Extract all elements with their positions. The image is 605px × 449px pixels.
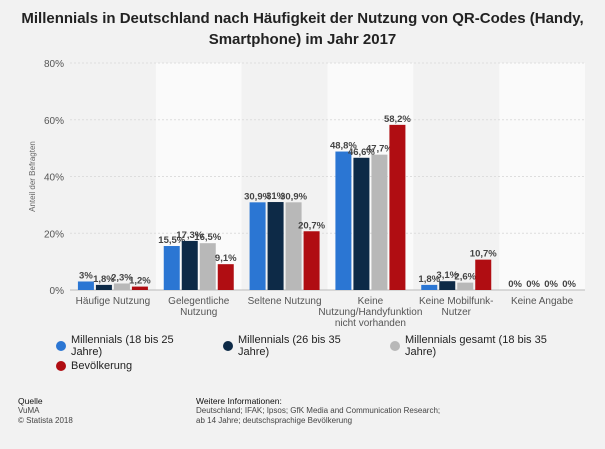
data-label-2-series-4: 9,1% [215, 253, 237, 264]
x-tick-label-6-line-1: Keine Angabe [511, 296, 574, 307]
bar-4-series-2 [353, 157, 370, 290]
x-tick-label-3-line-1: Seltene Nutzung [248, 296, 322, 307]
legend-swatch-series-2 [223, 341, 233, 351]
legend-row-1: Millennials (18 bis 25 Jahre) Millennial… [56, 334, 596, 358]
source-block: Quelle VuMA © Statista 2018 [18, 396, 178, 426]
legend-swatch-series-4 [56, 361, 66, 371]
data-label-2-series-2: 17,3% [176, 230, 203, 241]
data-label-1-series-4: 1,2% [129, 276, 151, 287]
info-line-1: Deutschland; IFAK; Ipsos; GfK Media and … [196, 406, 441, 415]
data-label-3-series-2: 31% [266, 191, 286, 202]
data-label-6-series-4: 0% [562, 279, 576, 290]
data-label-6-series-3: 0% [544, 279, 558, 290]
legend-item-series-3[interactable]: Millennials gesamt (18 bis 35 Jahre) [390, 334, 580, 358]
x-tick-label-5-line-2: Nutzer [442, 307, 472, 318]
bar-1-series-3 [113, 283, 130, 290]
bar-1-series-2 [95, 284, 112, 290]
source-line-2: © Statista 2018 [18, 416, 73, 425]
y-tick-label-4: 60% [44, 116, 64, 127]
x-tick-label-2-line-2: Nutzung [180, 307, 217, 318]
x-tick-label-4-line-1: Keine [358, 296, 384, 307]
data-label-6-series-1: 0% [508, 279, 522, 290]
data-label-4-series-2: 46,6% [348, 147, 375, 158]
x-tick-label-2-line-1: Gelegentliche [168, 296, 230, 307]
chart-title: Millennials in Deutschland nach Häufigke… [0, 8, 605, 50]
bar-1-series-4 [131, 286, 148, 290]
source-heading: Quelle [18, 396, 43, 406]
data-label-5-series-4: 10,7% [470, 249, 497, 260]
data-label-1-series-3: 2,3% [111, 272, 133, 283]
y-tick-label-3: 40% [44, 173, 64, 184]
legend-item-series-4[interactable]: Bevölkerung [56, 360, 132, 372]
data-label-5-series-2: 3,1% [436, 270, 458, 281]
legend-label-series-4: Bevölkerung [71, 360, 133, 372]
data-label-4-series-1: 48,8% [330, 141, 357, 152]
bar-2-series-1 [163, 246, 180, 290]
legend-label-series-3: Millennials gesamt (18 bis 35 Jahre) [405, 334, 547, 358]
legend-label-series-2: Millennials (26 bis 35 Jahre) [237, 334, 341, 358]
chart-legend: Millennials (18 bis 25 Jahre) Millennial… [56, 334, 596, 376]
bar-1-series-1 [77, 281, 94, 290]
data-label-3-series-1: 30,9% [244, 191, 271, 202]
y-tick-label-1: 0% [50, 286, 65, 297]
bar-3-series-3 [285, 202, 302, 290]
legend-swatch-series-3 [390, 341, 400, 351]
bar-5-series-4 [475, 259, 492, 290]
bar-4-series-3 [371, 154, 388, 290]
data-label-3-series-4: 20,7% [298, 220, 325, 231]
x-tick-label-4-line-2: Nutzung/Handyfunktion [318, 307, 422, 318]
bar-2-series-4 [217, 264, 234, 290]
bar-5-series-2 [439, 281, 456, 290]
bar-4-series-4 [389, 124, 406, 290]
x-tick-label-1-line-1: Häufige Nutzung [76, 296, 151, 307]
x-tick-label-4-line-3: nicht vorhanden [335, 318, 406, 329]
bar-4-series-1 [335, 151, 352, 290]
info-line-2: ab 14 Jahre; deutschsprachige Bevölkerun… [196, 416, 353, 425]
category-band-1 [70, 63, 156, 290]
y-axis-label: Anteil der Befragten [28, 141, 37, 212]
bar-5-series-3 [457, 282, 474, 290]
info-heading: Weitere Informationen: [196, 396, 282, 406]
chart-title-line-2: Smartphone) im Jahr 2017 [208, 31, 397, 48]
data-label-4-series-3: 47,7% [366, 144, 393, 155]
legend-item-series-1[interactable]: Millennials (18 bis 25 Jahre) [56, 334, 207, 358]
data-label-4-series-4: 58,2% [384, 114, 411, 125]
data-label-2-series-1: 15,5% [158, 235, 185, 246]
source-line-1: VuMA [18, 406, 40, 415]
data-label-1-series-1: 3% [79, 270, 93, 281]
data-label-1-series-2: 1,8% [93, 274, 115, 285]
y-tick-label-2: 20% [44, 229, 64, 240]
bar-3-series-2 [267, 202, 284, 290]
bar-3-series-1 [249, 202, 266, 290]
legend-swatch-series-1 [56, 341, 66, 351]
chart-title-line-1: Millennials in Deutschland nach Häufigke… [21, 10, 584, 27]
data-label-5-series-1: 1,8% [418, 274, 440, 285]
legend-label-series-1: Millennials (18 bis 25 Jahre) [70, 334, 174, 358]
bar-2-series-3 [199, 243, 216, 290]
data-label-6-series-2: 0% [526, 279, 540, 290]
legend-item-series-2[interactable]: Millennials (26 bis 35 Jahre) [223, 334, 374, 358]
info-block: Weitere Informationen: Deutschland; IFAK… [196, 396, 496, 426]
data-label-2-series-3: 16,5% [194, 232, 221, 243]
x-tick-label-5-line-1: Keine Mobilfunk- [419, 296, 493, 307]
data-label-5-series-3: 2,6% [454, 272, 476, 283]
bar-2-series-2 [181, 240, 198, 290]
bar-3-series-4 [303, 231, 320, 290]
data-label-3-series-3: 30,9% [280, 191, 307, 202]
bar-5-series-1 [421, 284, 438, 290]
legend-row-2: Bevölkerung [56, 356, 596, 376]
y-tick-label-5: 80% [44, 59, 64, 70]
